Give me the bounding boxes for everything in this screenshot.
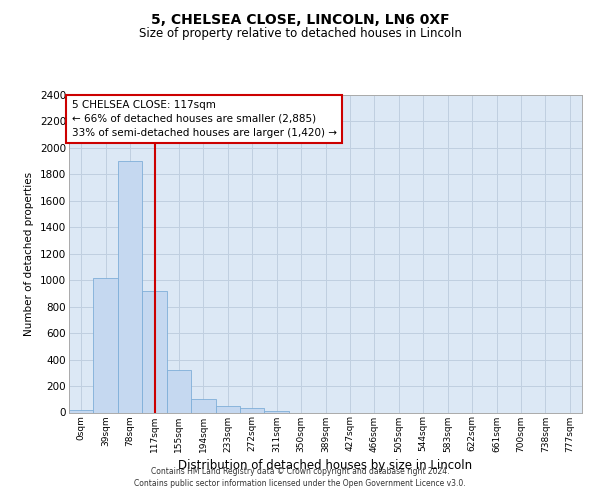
Bar: [94, 278, 118, 412]
Bar: [240, 408, 265, 412]
X-axis label: Distribution of detached houses by size in Lincoln: Distribution of detached houses by size …: [178, 458, 473, 471]
Y-axis label: Number of detached properties: Number of detached properties: [25, 172, 34, 336]
Bar: [142, 291, 167, 412]
Bar: [215, 406, 240, 412]
Text: 5, CHELSEA CLOSE, LINCOLN, LN6 0XF: 5, CHELSEA CLOSE, LINCOLN, LN6 0XF: [151, 12, 449, 26]
Text: Size of property relative to detached houses in Lincoln: Size of property relative to detached ho…: [139, 28, 461, 40]
Bar: [69, 410, 94, 412]
Text: 5 CHELSEA CLOSE: 117sqm
← 66% of detached houses are smaller (2,885)
33% of semi: 5 CHELSEA CLOSE: 117sqm ← 66% of detache…: [71, 100, 337, 138]
Bar: [167, 370, 191, 412]
Text: Contains HM Land Registry data © Crown copyright and database right 2024.
Contai: Contains HM Land Registry data © Crown c…: [134, 466, 466, 487]
Bar: [265, 410, 289, 412]
Bar: [118, 161, 142, 412]
Bar: [191, 398, 215, 412]
